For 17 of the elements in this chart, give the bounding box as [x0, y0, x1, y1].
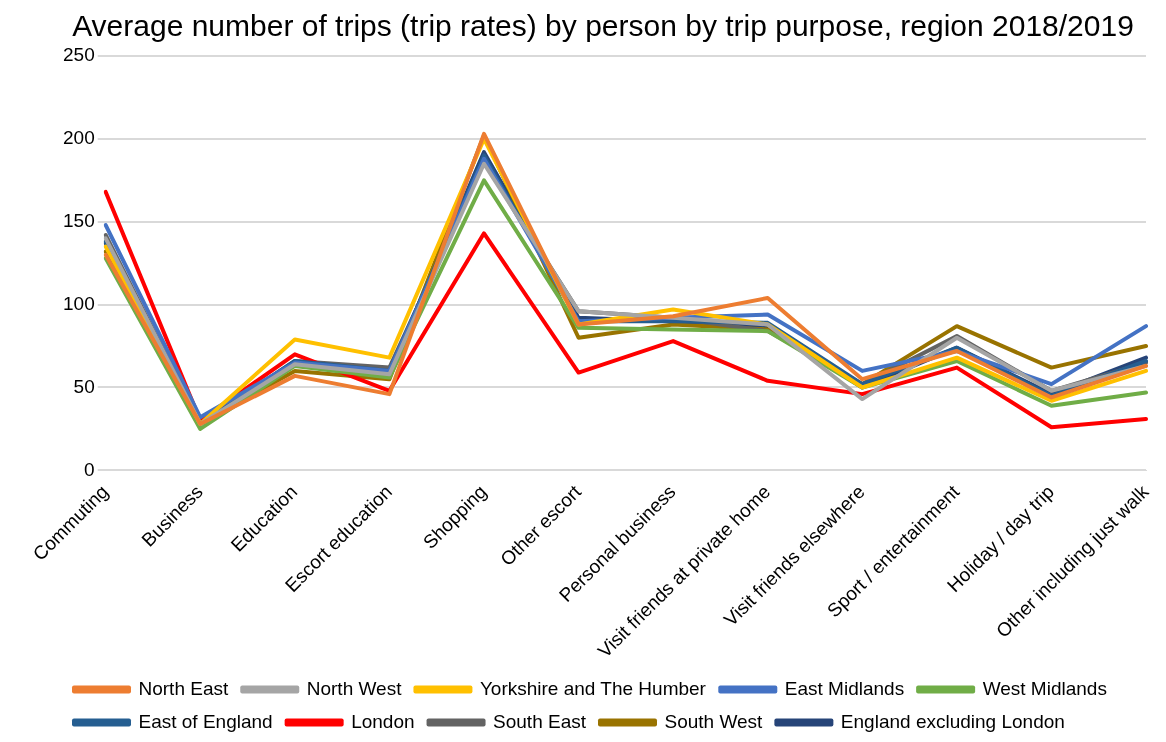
legend-label: Yorkshire and The Humber: [479, 677, 707, 699]
y-tick-label: 50: [73, 375, 95, 397]
legend-label: London: [351, 710, 415, 732]
legend-label: North West: [306, 677, 403, 699]
y-tick-label: 200: [63, 127, 95, 149]
y-tick-label: 150: [63, 209, 95, 231]
y-tick-label: 0: [84, 458, 95, 480]
legend-label: East Midlands: [784, 677, 905, 699]
y-tick-label: 100: [63, 292, 95, 314]
legend-label: East of England: [138, 710, 273, 732]
y-tick-label: 250: [63, 44, 95, 66]
legend-label: South West: [664, 710, 764, 732]
legend-label: West Midlands: [982, 677, 1107, 699]
chart-title: Average number of trips (trip rates) by person by trip purpose, region 2018/2019: [72, 9, 1134, 43]
legend-label: North East: [138, 677, 229, 699]
legend-label: England excluding London: [840, 710, 1065, 732]
legend-label: South East: [493, 710, 587, 732]
